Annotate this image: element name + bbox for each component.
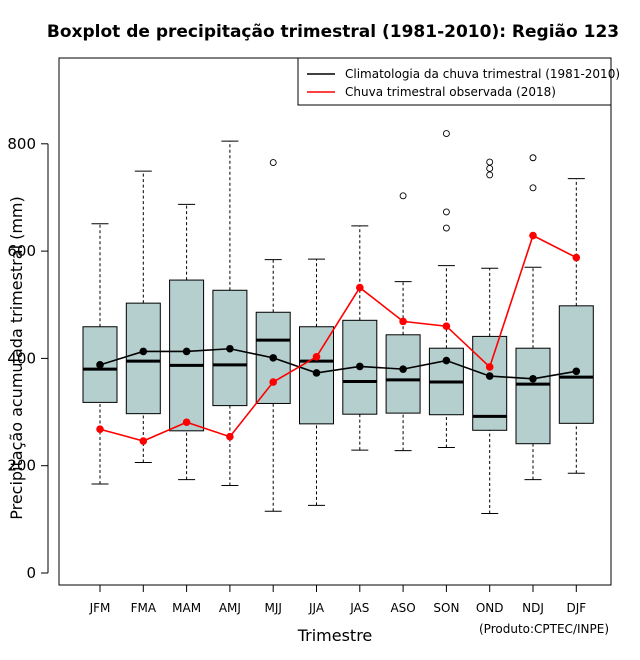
boxplot-aso: [385, 192, 421, 452]
series-point: [399, 365, 407, 373]
outlier-point: [442, 208, 450, 216]
x-tick-label: JJA: [308, 601, 325, 615]
box-iqr: [169, 279, 205, 432]
outlier-point: [486, 158, 494, 166]
series-point: [529, 231, 537, 240]
x-tick-label: MAM: [172, 601, 201, 615]
boxplots: [82, 130, 594, 514]
outlier-point: [529, 184, 537, 192]
boxplot-jfm: [82, 223, 118, 485]
series-point: [356, 283, 364, 292]
series-point: [399, 317, 407, 326]
outlier-point: [442, 224, 450, 232]
boxplot-djf: [558, 178, 594, 474]
x-tick-label: JAS: [349, 601, 369, 615]
y-axis: 0 200 400 600 800: [7, 135, 49, 582]
series-point: [269, 378, 278, 386]
boxplot-fma: [125, 170, 161, 463]
series-point: [572, 253, 581, 262]
box-iqr: [385, 334, 421, 414]
x-axis-title: Trimestre: [297, 626, 373, 645]
y-tick-label: 600: [7, 242, 36, 260]
series-point: [356, 362, 364, 371]
outlier-point: [486, 171, 494, 179]
x-tick-label: OND: [476, 601, 504, 615]
series-line: [99, 234, 577, 442]
x-tick-label: SON: [433, 601, 459, 615]
outlier-point: [269, 159, 277, 167]
series-point: [182, 347, 191, 356]
y-axis-title: Precipitação acumulada trimestral (mm): [7, 196, 26, 520]
series-point: [96, 361, 104, 369]
series-point: [226, 344, 234, 353]
x-tick-label: MJJ: [264, 601, 281, 615]
observed-series: [96, 231, 581, 445]
boxplot-son: [428, 130, 464, 448]
series-point: [96, 425, 104, 434]
series-point: [529, 374, 537, 383]
boxplot-ond: [472, 158, 508, 514]
outlier-point: [442, 130, 450, 138]
outlier-point: [486, 165, 494, 172]
x-tick-label: FMA: [131, 601, 157, 615]
series-point: [485, 372, 494, 380]
series-point: [442, 356, 451, 365]
series-point: [312, 352, 321, 361]
series-lines: [96, 231, 581, 445]
legend-label: Climatologia da chuva trimestral (1981-2…: [345, 67, 620, 81]
x-tick-label: ASO: [390, 601, 415, 615]
boxplot-jja: [299, 258, 334, 506]
x-tick-label: DJF: [566, 601, 586, 615]
series-line: [99, 347, 577, 380]
series-point: [442, 322, 451, 331]
series-point: [485, 363, 494, 371]
box-iqr: [472, 335, 508, 431]
boxplot-ndj: [515, 154, 551, 481]
x-tick-label: JFM: [89, 601, 111, 615]
series-point: [139, 437, 148, 445]
box-iqr: [125, 302, 161, 415]
series-point: [269, 354, 278, 362]
series-point: [572, 367, 581, 376]
boxplot-jas: [342, 225, 378, 451]
series-point: [312, 369, 321, 377]
series-point: [226, 432, 234, 441]
chart-title: Boxplot de precipitação trimestral (1981…: [47, 22, 619, 42]
box-iqr: [515, 347, 551, 445]
y-tick-label: 400: [7, 349, 36, 367]
box-iqr: [558, 305, 594, 424]
credit-label: (Produto:CPTEC/INPE): [479, 622, 609, 636]
x-tick-label: NDJ: [522, 601, 544, 615]
legend-label: Chuva trimestral observada (2018): [345, 85, 556, 99]
y-tick-label: 800: [7, 135, 36, 153]
series-point: [182, 418, 191, 427]
legend: Climatologia da chuva trimestral (1981-2…: [297, 57, 620, 106]
legend-box: [297, 57, 612, 106]
y-tick-label: 200: [7, 457, 36, 475]
climatology-series: [96, 344, 581, 383]
series-point: [139, 347, 148, 356]
x-tick-label: AMJ: [219, 601, 241, 615]
x-axis: JFM FMA MAM AMJ MJJ JJA JAS ASO SON OND NDJ DJF: [89, 584, 586, 615]
outlier-point: [529, 154, 537, 162]
boxplot-mam: [169, 203, 205, 481]
boxplot-mjj: [255, 159, 291, 512]
outlier-point: [399, 192, 407, 200]
y-tick-label: 0: [26, 564, 36, 582]
